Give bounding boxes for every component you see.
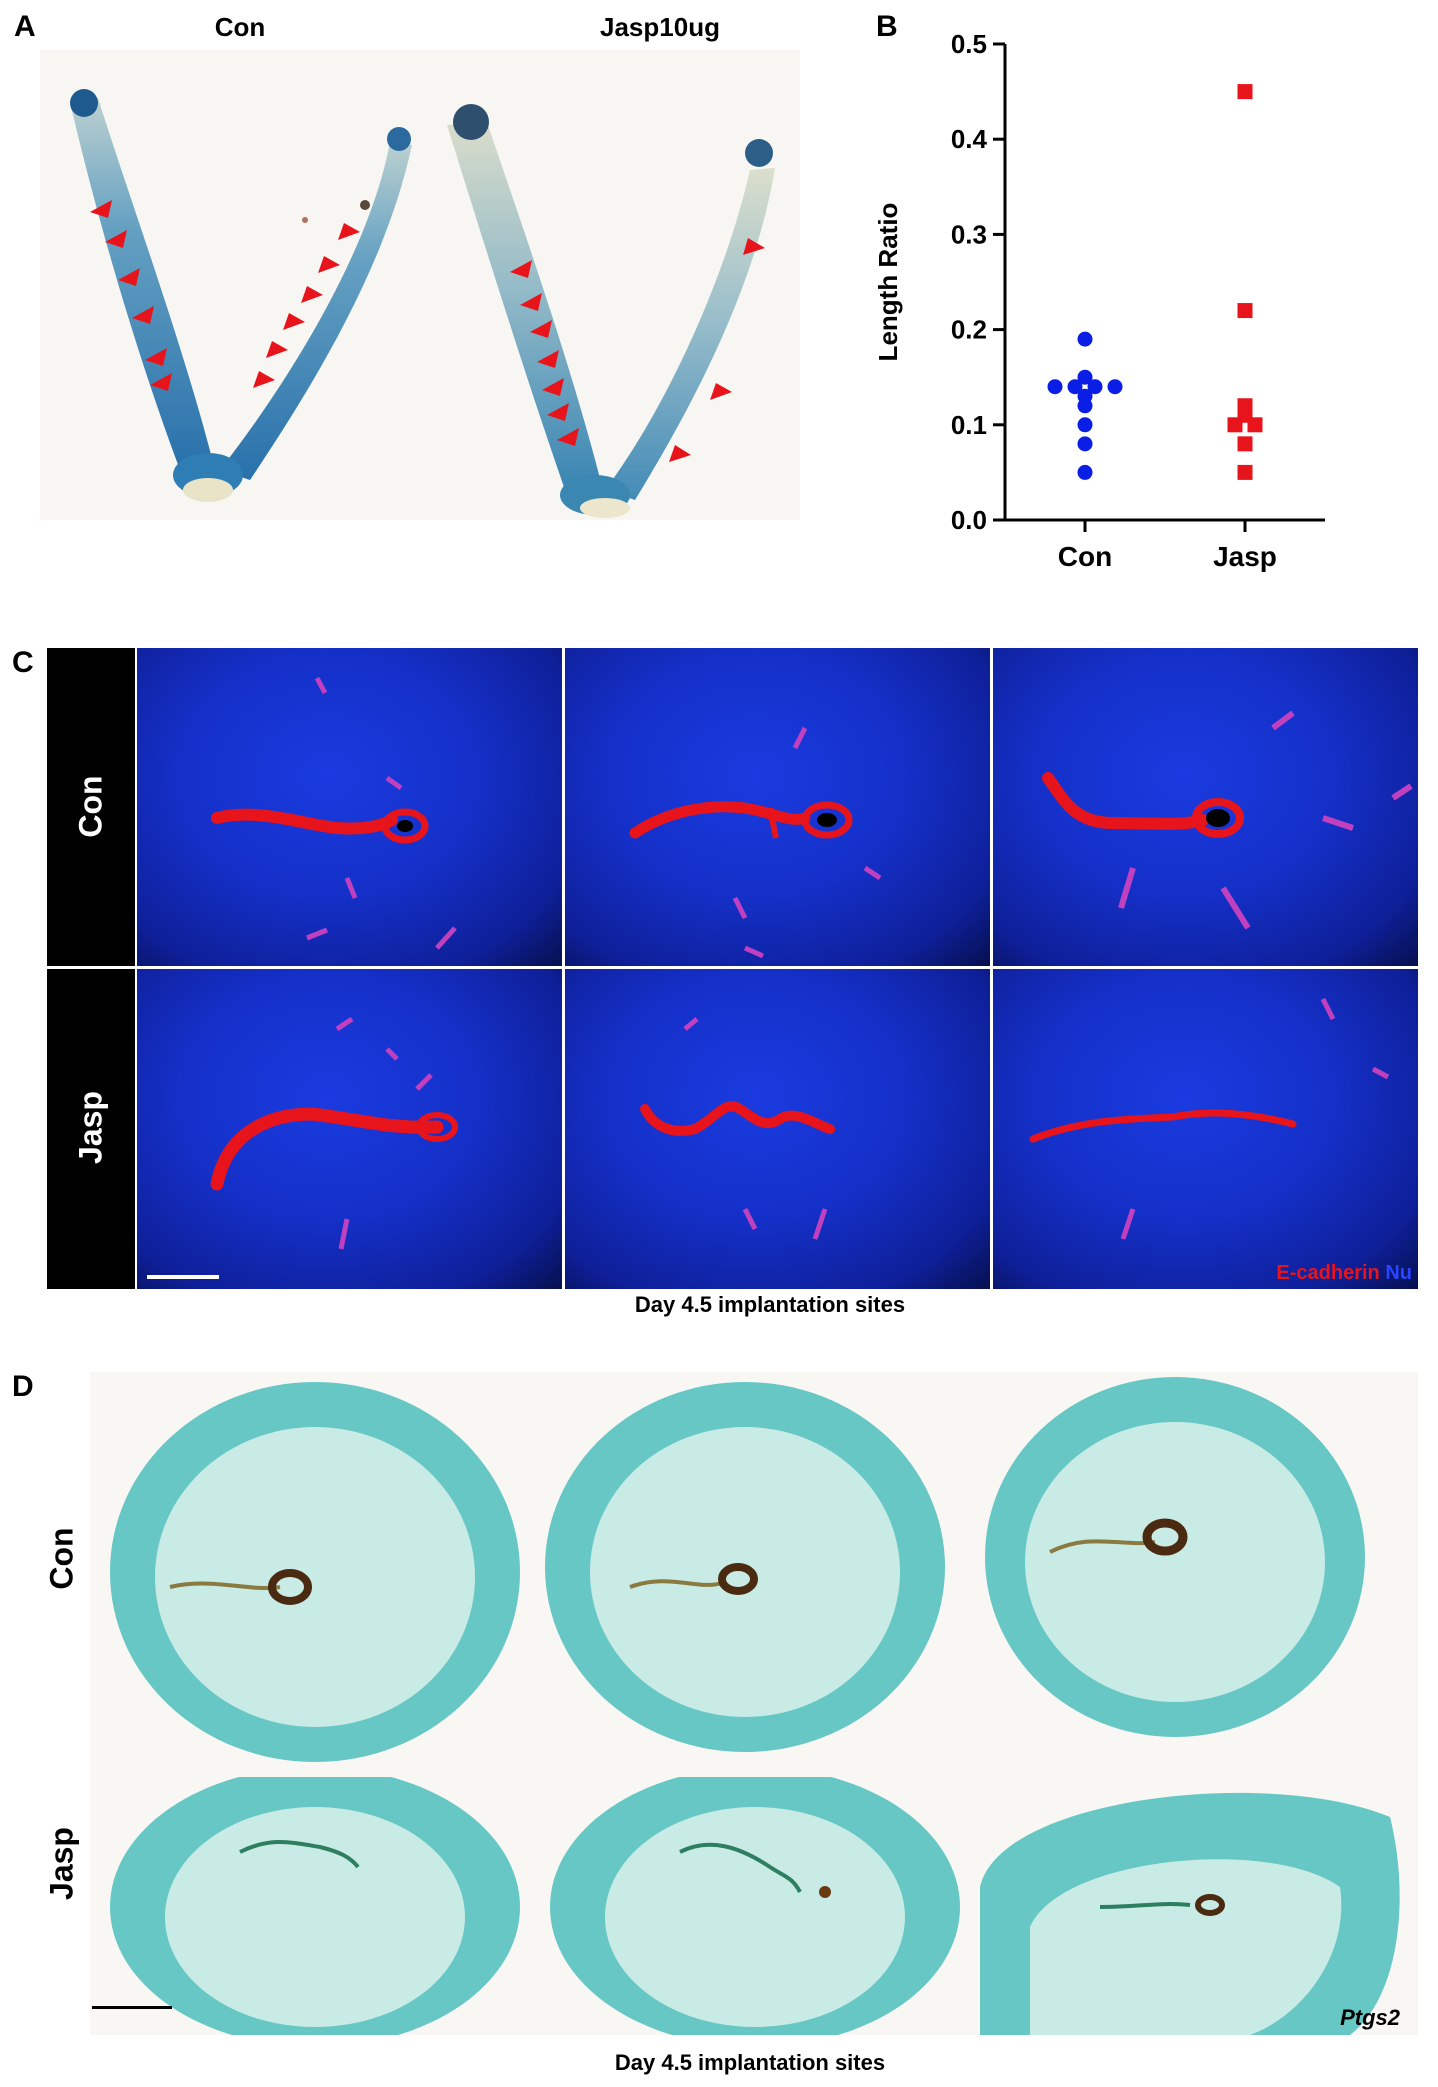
ihc-jasp-1 xyxy=(90,1777,530,2035)
data-point-jasp xyxy=(1237,436,1253,452)
data-point-jasp xyxy=(1237,464,1253,480)
chart-area: Length Ratio 0.0 0.1 0.2 0.3 0.4 0.5 Con Jasp xyxy=(855,22,1375,582)
ihc-con-2 xyxy=(530,1372,970,1777)
uterus-photo-con xyxy=(40,50,440,520)
legend-nu: Nu xyxy=(1385,1262,1412,1284)
ihc-con-3 xyxy=(970,1372,1418,1777)
row-label-jasp: Jasp xyxy=(72,1091,109,1164)
row-label-con-bg: Con xyxy=(47,648,135,966)
data-point-con xyxy=(1077,417,1093,433)
legend-c: E-cadherin Nu xyxy=(1276,1262,1412,1285)
data-point-jasp xyxy=(1227,417,1243,433)
panel-a-letter: A xyxy=(14,10,36,43)
ihc-jasp-2 xyxy=(530,1777,970,2035)
ihc-jasp-3: Ptgs2 xyxy=(970,1777,1418,2035)
data-point-con xyxy=(1077,436,1093,452)
data-point-con xyxy=(1047,379,1063,395)
data-point-con xyxy=(1087,379,1103,395)
data-point-jasp xyxy=(1247,417,1263,433)
row-label-d-con: Con xyxy=(43,1527,80,1590)
scale-bar-d xyxy=(92,2006,172,2009)
length-ratio-scatter: Length Ratio 0.0 0.1 0.2 0.3 0.4 0.5 Con Jasp xyxy=(873,29,1325,572)
caption-c: Day 4.5 implantation sites xyxy=(634,1292,906,1317)
data-point-con xyxy=(1077,398,1093,414)
panel-a-label-con: Con xyxy=(214,12,266,42)
data-point-con xyxy=(1077,464,1093,480)
uterus-jasp-drawing xyxy=(447,104,775,518)
y-tick-label: 0.0 xyxy=(951,505,987,535)
data-point-con xyxy=(1067,379,1083,395)
panel-a-label-jasp: Jasp10ug xyxy=(600,12,720,42)
y-axis-label: Length Ratio xyxy=(873,203,903,362)
x-tick-label: Jasp xyxy=(1213,541,1277,572)
row-label-d-jasp: Jasp xyxy=(43,1827,80,1900)
fluor-con-2 xyxy=(565,648,990,966)
caption-d: Day 4.5 implantation sites xyxy=(614,2050,886,2075)
y-tick-label: 0.2 xyxy=(951,315,987,345)
panel-d-letter: D xyxy=(12,1370,34,1403)
fluor-jasp-2 xyxy=(565,969,990,1289)
row-label-jasp-bg: Jasp xyxy=(47,969,135,1289)
data-point-jasp xyxy=(1237,303,1253,319)
uterus-photo-jasp xyxy=(435,50,800,520)
gene-label: Ptgs2 xyxy=(1340,2005,1400,2030)
data-point-con xyxy=(1077,369,1093,385)
fluor-jasp-1 xyxy=(137,969,562,1289)
fluor-con-1 xyxy=(137,648,562,966)
fluor-con-3 xyxy=(993,648,1418,966)
data-point-con xyxy=(1107,379,1123,395)
data-point-con xyxy=(1077,331,1093,347)
ihc-con-1 xyxy=(90,1372,530,1777)
legend-ecadherin: E-cadherin xyxy=(1276,1262,1380,1284)
y-tick-label: 0.5 xyxy=(951,29,987,59)
scale-bar-c xyxy=(147,1275,219,1279)
data-point-jasp xyxy=(1237,84,1253,100)
panel-c-letter: C xyxy=(12,646,34,679)
y-tick-label: 0.4 xyxy=(951,124,988,154)
panel-b-letter: B xyxy=(876,10,898,43)
row-label-con: Con xyxy=(72,775,109,838)
y-tick-label: 0.3 xyxy=(951,219,987,249)
y-tick-label: 0.1 xyxy=(951,410,987,440)
uterus-con-drawing xyxy=(70,89,412,502)
fluor-jasp-3: E-cadherin Nu xyxy=(993,969,1418,1289)
x-tick-label: Con xyxy=(1058,541,1112,572)
